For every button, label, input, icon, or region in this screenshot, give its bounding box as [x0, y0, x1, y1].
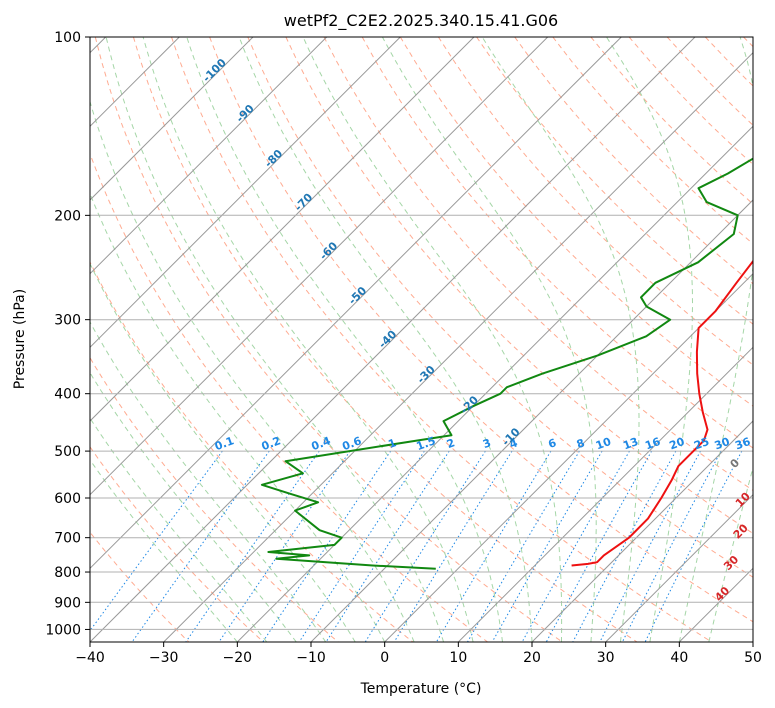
- y-axis-title: Pressure (hPa): [12, 289, 28, 389]
- isotherm-line: [457, 346, 753, 642]
- dry-adiabat-line: [285, 37, 753, 535]
- mixing-ratio-label: 0.6: [340, 434, 363, 453]
- moist-adiabat-line: [186, 37, 503, 642]
- series-layer: [260, 157, 753, 570]
- mixing-ratio-label: 30: [713, 435, 732, 453]
- mixing-ratio-label: 20: [668, 435, 687, 453]
- x-tick-label: 10: [449, 650, 467, 666]
- y-tick-label: 700: [54, 531, 81, 547]
- y-tick-label: 600: [54, 491, 81, 507]
- moist-adiabat-line: [606, 37, 693, 642]
- moist-adiabat-line: [381, 37, 597, 642]
- mixing-ratio-line: [393, 450, 513, 642]
- mixing-ratio-label: 2: [445, 436, 457, 451]
- moist-adiabat-line: [105, 37, 445, 642]
- dry-adiabat-line: [399, 37, 753, 407]
- temperature-profile-line: [571, 259, 753, 567]
- mixing-ratio-line: [131, 450, 270, 642]
- x-tick-label: 40: [670, 650, 688, 666]
- x-tick-label: −10: [296, 650, 326, 666]
- moist-adiabat-line: [142, 37, 474, 642]
- mixing-ratio-label: 36: [733, 435, 752, 453]
- dry-adiabat-line: [476, 37, 753, 325]
- isotherm-line: [384, 272, 753, 642]
- mixing-ratio-label: 3: [481, 436, 493, 451]
- moist-adiabat-line: [90, 417, 268, 642]
- x-tick-label: 20: [523, 650, 541, 666]
- isotherm-line: [605, 493, 753, 642]
- mixing-ratio-label: 6: [546, 436, 558, 451]
- mixing-ratio-label: 0.2: [260, 434, 283, 453]
- moist-adiabat-line: [481, 37, 640, 642]
- plot-frame: [89, 36, 754, 643]
- isotherm-line: [90, 37, 475, 422]
- x-tick-label: −30: [149, 650, 179, 666]
- isotherm-line: [90, 37, 549, 496]
- y-tick-label: 400: [54, 387, 81, 403]
- x-tick-label: 0: [380, 650, 389, 666]
- y-tick-label: 1000: [45, 622, 81, 638]
- moist-adiabat-line: [90, 192, 386, 642]
- moist-adiabat-line: [90, 371, 297, 642]
- moist-adiabat-line: [238, 37, 533, 642]
- y-tick-label: 500: [54, 444, 81, 460]
- mixing-ratio-label: 4: [508, 436, 520, 451]
- dewpoint-profile-line: [260, 157, 753, 570]
- mixing-ratio-label: 1: [386, 436, 398, 451]
- isotherm-line: [163, 51, 753, 642]
- mixing-ratio-label: 1.5: [415, 434, 438, 453]
- mixing-ratio-line: [621, 450, 722, 642]
- mixing-ratio-label: 10: [594, 435, 613, 453]
- moist-adiabat-line: [302, 37, 563, 642]
- dry-adiabat-line: [514, 37, 753, 285]
- isotherm-line: [90, 37, 622, 570]
- y-tick-label: 200: [54, 208, 81, 224]
- mixing-ratio-label: 25: [692, 435, 711, 452]
- y-tick-label: 800: [54, 565, 81, 581]
- isotherm-line: [310, 199, 753, 642]
- dry-adiabat-line: [132, 37, 638, 642]
- isotherm-line: [90, 37, 328, 275]
- mixing-ratio-line: [572, 450, 677, 642]
- chart-title: wetPf2_C2E2.2025.340.15.41.G06: [284, 11, 558, 31]
- isotherm-line: [531, 420, 753, 642]
- y-tick-label: 100: [54, 30, 81, 46]
- x-axis-title: Temperature (°C): [360, 681, 482, 697]
- isotherm-line: [90, 37, 254, 201]
- mixing-ratio-label: 0.4: [310, 434, 333, 453]
- y-axis: 100 200 300 400 500 600 700 800 900 1000: [45, 30, 90, 638]
- moist-adiabat-line: [90, 262, 356, 642]
- moist-adiabat-line: [90, 459, 238, 642]
- y-tick-label: 900: [54, 595, 81, 611]
- mixing-ratio-line: [298, 450, 425, 642]
- mixing-ratio-label: 8: [575, 436, 587, 451]
- x-tick-label: −40: [75, 650, 105, 666]
- mixing-ratio-label: 16: [643, 435, 662, 453]
- mixing-ratio-line: [262, 450, 392, 642]
- isotherm-line: [90, 37, 696, 642]
- dry-adiabat-line: [437, 37, 753, 366]
- moist-adiabat-line: [90, 99, 415, 642]
- dry-adiabat-line: [247, 37, 753, 578]
- mixing-ratio-label: 13: [621, 435, 640, 452]
- x-axis: −40 −30 −20 −10 0 10 20 30 40 50: [75, 642, 762, 666]
- isotherm-line: [90, 37, 401, 349]
- mixing-ratio-label: 0.1: [213, 434, 236, 453]
- x-tick-label: −20: [223, 650, 253, 666]
- y-tick-label: 300: [54, 313, 81, 329]
- x-tick-label: 30: [597, 650, 615, 666]
- x-tick-label: 50: [744, 650, 762, 666]
